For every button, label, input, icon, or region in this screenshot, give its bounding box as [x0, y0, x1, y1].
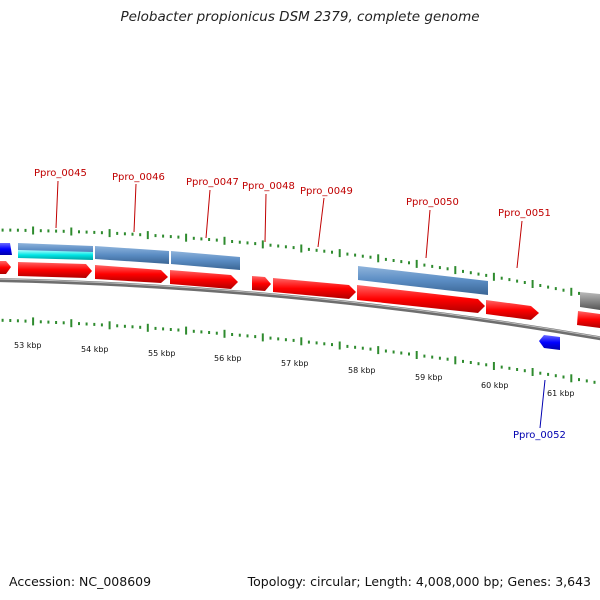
gene-label-0047: Ppro_0047 [186, 177, 239, 188]
cds-arrow-edge [577, 311, 600, 328]
gene-labels: Ppro_0045 Ppro_0046 Ppro_0047 Ppro_0048 … [34, 168, 566, 441]
leader-0051 [516, 220, 523, 269]
gene-label-0049: Ppro_0049 [300, 186, 353, 197]
kbp-label: 54 kbp [81, 345, 109, 354]
gene-bar-grey [580, 292, 600, 310]
cds-arrow-0045 [18, 262, 92, 278]
gene-bars [0, 243, 600, 310]
kbp-label: 56 kbp [214, 354, 242, 363]
kbp-label: 60 kbp [481, 381, 509, 390]
leader-0049 [317, 197, 325, 248]
inner-tick-ring [1, 317, 596, 384]
kbp-label: 59 kbp [415, 373, 443, 382]
gene-bar-0050 [358, 266, 488, 295]
cds-arrow-0050 [357, 285, 485, 313]
cds-arrow-0047 [170, 270, 238, 289]
leader-0047 [205, 189, 211, 239]
genome-backbone-highlight [0, 278, 600, 338]
gene-label-0052: Ppro_0052 [513, 430, 566, 441]
kbp-label: 55 kbp [148, 349, 176, 358]
cds-arrow-0051 [486, 300, 539, 320]
kbp-label: 61 kbp [547, 389, 575, 398]
cds-arrow-0044 [0, 261, 11, 274]
leader-0052 [539, 379, 546, 429]
leader-0045 [55, 180, 59, 229]
gene-label-0046: Ppro_0046 [112, 172, 165, 183]
cds-arrows [0, 261, 600, 328]
topology-summary: Topology: circular; Length: 4,008,000 bp… [247, 574, 591, 589]
leader-0050 [425, 209, 431, 259]
kbp-labels: 53 kbp 54 kbp 55 kbp 56 kbp 57 kbp 58 kb… [14, 341, 575, 398]
kbp-label: 58 kbp [348, 366, 376, 375]
gene-bar-0046 [95, 246, 169, 264]
genome-backbone [0, 278, 600, 341]
cds-arrow-0046 [95, 265, 168, 283]
leader-0048 [264, 193, 267, 243]
gene-bar-0044 [0, 243, 12, 255]
label-leaders [55, 180, 546, 429]
leader-0046 [133, 183, 137, 233]
cds-arrow-0049 [273, 278, 356, 299]
gene-label-0050: Ppro_0050 [406, 197, 459, 208]
gene-label-0045: Ppro_0045 [34, 168, 87, 179]
gene-label-0051: Ppro_0051 [498, 208, 551, 219]
gene-bar-0045-highlight [18, 250, 93, 260]
accession-text: Accession: NC_008609 [9, 574, 152, 589]
genome-title: Pelobacter propionicus DSM 2379, complet… [120, 9, 480, 25]
gene-label-0048: Ppro_0048 [242, 181, 295, 192]
kbp-label: 53 kbp [14, 341, 42, 350]
kbp-label: 57 kbp [281, 359, 309, 368]
outer-tick-ring [1, 226, 596, 299]
cds-arrow-0048 [252, 276, 271, 291]
cds-arrow-0052 [539, 335, 560, 350]
gene-bar-0047 [171, 251, 240, 270]
